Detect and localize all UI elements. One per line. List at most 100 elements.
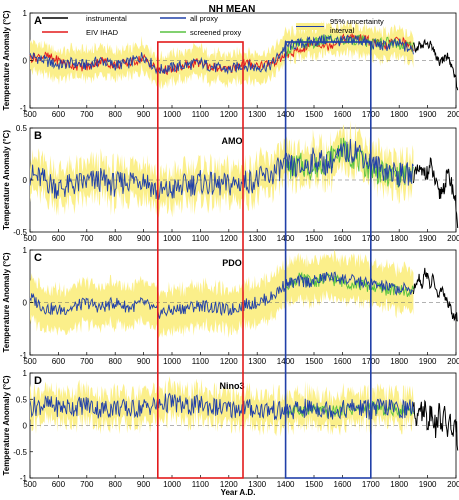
y-tick-label: 1 xyxy=(23,9,28,18)
panel-b: 500 600 700 800 900 1000 1100 1200 1300 1400 1500 1… xyxy=(2,120,459,243)
y-tick-label: 0.5 xyxy=(16,395,28,404)
x-tick-label: 700 xyxy=(80,357,94,366)
x-tick-label: 1900 xyxy=(419,234,437,243)
x-tick-label: 1200 xyxy=(220,480,238,489)
legend-label-all-proxy: all proxy xyxy=(190,14,218,23)
x-tick-label: 1500 xyxy=(305,357,323,366)
x-tick-label: 800 xyxy=(109,110,123,119)
x-tick-label: 1000 xyxy=(163,480,181,489)
x-tick-label: 1500 xyxy=(305,234,323,243)
instrumental-line xyxy=(412,399,459,451)
x-tick-label: 1900 xyxy=(419,480,437,489)
x-tick-label: 800 xyxy=(109,234,123,243)
x-tick-label: 800 xyxy=(109,480,123,489)
x-tick-label: 700 xyxy=(80,234,94,243)
x-tick-label: 2000 xyxy=(447,110,459,119)
x-tick-label: 1800 xyxy=(390,234,408,243)
panel-letter: B xyxy=(34,130,42,142)
x-tick-label: 1600 xyxy=(334,234,352,243)
y-tick-label: 0 xyxy=(23,57,28,66)
y-tick-label: 0 xyxy=(23,176,28,185)
x-tick-label: 1800 xyxy=(390,110,408,119)
instrumental-line xyxy=(412,156,459,229)
x-tick-label: 1000 xyxy=(163,357,181,366)
x-tick-label: 1800 xyxy=(390,480,408,489)
x-tick-label: 500 xyxy=(23,110,37,119)
x-tick-label: 900 xyxy=(137,110,151,119)
x-tick-label: 600 xyxy=(52,480,66,489)
x-tick-label: 1000 xyxy=(163,110,181,119)
uncertainty-band xyxy=(30,376,414,437)
uncertainty-band xyxy=(30,19,414,90)
instrumental-line xyxy=(413,38,459,91)
x-tick-label: 900 xyxy=(137,234,151,243)
x-tick-label: 1200 xyxy=(220,110,238,119)
all-proxy-line xyxy=(29,138,414,200)
x-tick-label: 1900 xyxy=(419,110,437,119)
panel-title: PDO xyxy=(222,258,242,268)
y-tick-label: -1 xyxy=(20,474,28,483)
y-tick-label: -1 xyxy=(20,351,28,360)
highlight-boxes xyxy=(157,41,372,479)
x-tick-label: 900 xyxy=(137,357,151,366)
highlight-box-blue xyxy=(284,41,372,479)
x-tick-label: 600 xyxy=(52,234,66,243)
x-tick-label: 1300 xyxy=(248,480,266,489)
y-tick-label: -0.5 xyxy=(13,228,27,237)
x-tick-label: 2000 xyxy=(447,357,459,366)
x-tick-label: 1200 xyxy=(220,357,238,366)
y-axis-title: Temperature Anomaly (°C) xyxy=(2,130,11,230)
y-tick-label: 0 xyxy=(23,299,28,308)
y-axis-title: Temperature Anomaly (°C) xyxy=(2,375,11,475)
x-tick-label: 600 xyxy=(52,357,66,366)
main-title: NH MEAN xyxy=(209,4,256,15)
x-tick-label: 500 xyxy=(23,480,37,489)
panel-title: Nino3 xyxy=(219,381,244,391)
x-tick-label: 1600 xyxy=(334,110,352,119)
y-tick-label: 0 xyxy=(23,422,28,431)
legend-label-uncertainty-1: 95% uncertainty xyxy=(330,17,384,26)
x-tick-label: 1300 xyxy=(248,234,266,243)
all-proxy-line xyxy=(29,392,414,421)
panel-d: 500 600 700 800 900 1000 1100 1200 1300 1400 1500 1… xyxy=(2,369,459,489)
legend: instrumental EIV IHAD all proxy screened… xyxy=(42,14,384,37)
x-tick-label: 1300 xyxy=(248,110,266,119)
x-tick-label: 700 xyxy=(80,480,94,489)
x-tick-label: 600 xyxy=(52,110,66,119)
x-tick-label: 1300 xyxy=(248,357,266,366)
uncertainty-band xyxy=(30,249,414,339)
y-tick-label: -1 xyxy=(20,104,28,113)
panel-title: AMO xyxy=(222,136,243,146)
x-tick-label: 700 xyxy=(80,110,94,119)
x-tick-label: 800 xyxy=(109,357,123,366)
all-proxy-line xyxy=(29,271,414,319)
y-tick-label: 0.5 xyxy=(16,124,28,133)
x-tick-label: 1100 xyxy=(192,234,210,243)
x-tick-label: 1700 xyxy=(362,480,380,489)
x-tick-label: 1600 xyxy=(334,357,352,366)
x-tick-label: 1100 xyxy=(192,357,210,366)
x-tick-label: 1400 xyxy=(277,480,295,489)
x-tick-label: 1100 xyxy=(192,480,210,489)
x-tick-label: 2000 xyxy=(447,234,459,243)
highlight-box-red xyxy=(157,41,244,479)
y-tick-label: 1 xyxy=(23,246,28,255)
x-tick-label: 1600 xyxy=(334,480,352,489)
y-tick-label: -0.5 xyxy=(13,448,27,457)
legend-label-eiv: EIV IHAD xyxy=(86,28,119,37)
x-tick-label: 1000 xyxy=(163,234,181,243)
x-tick-label: 1100 xyxy=(192,110,210,119)
x-tick-label: 1800 xyxy=(390,357,408,366)
panel-a: 500 600 700 800 900 1000 1100 1200 1300 1400 1500 1… xyxy=(2,9,459,119)
legend-label-uncertainty-2: interval xyxy=(330,26,355,35)
x-tick-label: 1900 xyxy=(419,357,437,366)
x-tick-label: 2000 xyxy=(447,480,459,489)
panels: 500 600 700 800 900 1000 1100 1200 1300 1400 1500 1… xyxy=(2,9,459,489)
x-tick-label: 900 xyxy=(137,480,151,489)
legend-label-screened-proxy: screened proxy xyxy=(190,28,242,37)
x-tick-label: 500 xyxy=(23,234,37,243)
y-tick-label: 1 xyxy=(23,369,28,378)
all-proxy-line xyxy=(29,34,414,75)
legend-label-instrumental: instrumental xyxy=(86,14,127,23)
x-tick-label: 1200 xyxy=(220,234,238,243)
